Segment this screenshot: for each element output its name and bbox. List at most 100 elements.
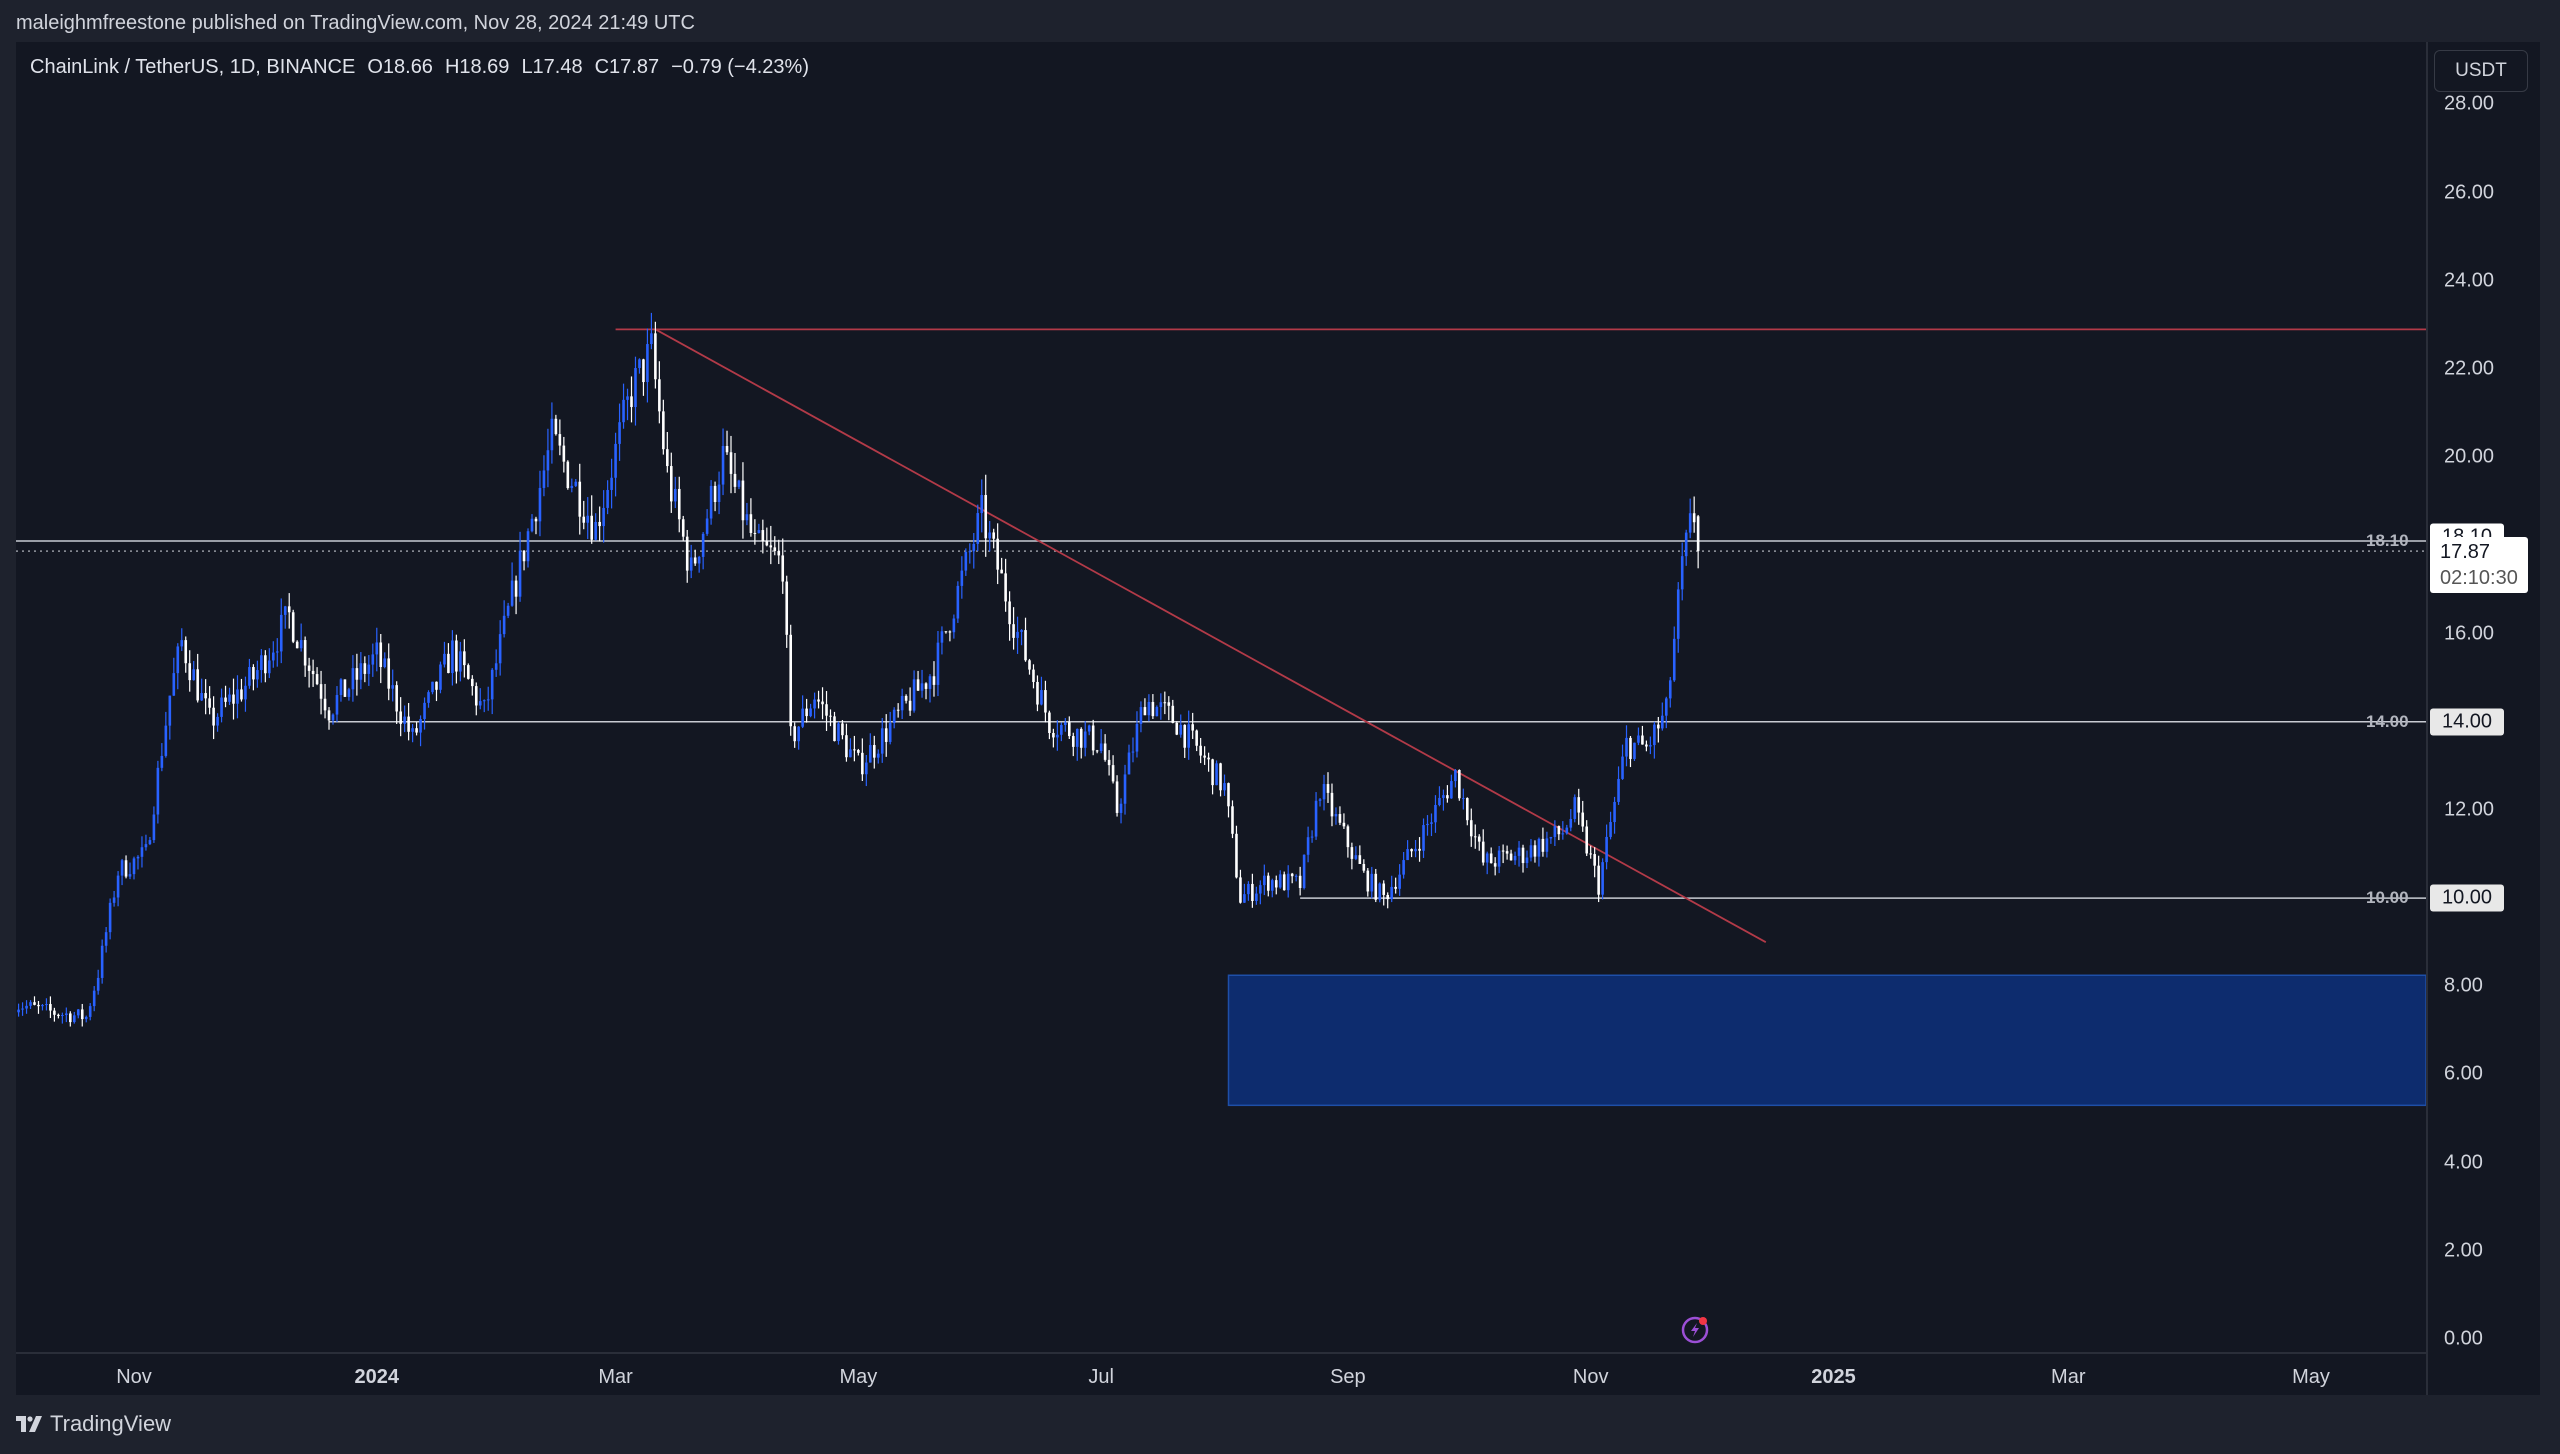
time-axis-label: May (2292, 1366, 2330, 1388)
candle-body (1294, 875, 1298, 877)
candle-body (96, 977, 100, 991)
top-bar: maleighmfreestone published on TradingVi… (0, 0, 2560, 42)
time-axis-label: Nov (1572, 1366, 1609, 1388)
candle-body (1127, 752, 1131, 775)
candle-body (510, 580, 514, 606)
candle-body (49, 1004, 52, 1011)
candle-body (1267, 875, 1270, 891)
candle-body (1573, 797, 1577, 819)
candle-body (912, 679, 916, 711)
time-axis[interactable]: Nov 2024 Mar May Jul Sep Nov 2025 Mar May (16, 1352, 2426, 1397)
candle-body (586, 515, 590, 523)
candle-body (900, 695, 904, 711)
candle-body (614, 443, 617, 478)
candle-body (1629, 737, 1632, 759)
candle-body (534, 518, 538, 522)
candle-body (502, 615, 506, 635)
candle-body (104, 932, 108, 946)
candle-body (1203, 755, 1206, 758)
candle-body (204, 693, 207, 699)
candle-body (1557, 826, 1561, 835)
candle-body (1012, 624, 1015, 638)
chart-pane[interactable]: ChainLink / TetherUS, 1D, BINANCE O18.66 H… (16, 42, 2426, 1352)
candle-body (431, 681, 434, 693)
candle-body (1155, 707, 1159, 717)
candle-body (1346, 826, 1350, 848)
candle-body (650, 333, 653, 345)
candle-body (1330, 792, 1334, 817)
candle-body (1358, 855, 1362, 865)
time-axis-label: Mar (598, 1366, 633, 1388)
candle-body (861, 752, 864, 775)
candle-body (1497, 850, 1501, 867)
candle-body (100, 945, 104, 978)
candle-body (152, 814, 156, 841)
candle-body (244, 685, 247, 700)
price-axis-label: 6.00 (2444, 1062, 2483, 1085)
candle-body (821, 701, 824, 705)
candle-body (522, 550, 526, 562)
descending-trendline (654, 328, 1767, 943)
candle-body (1418, 848, 1421, 851)
candle-body (865, 762, 868, 775)
candle-body (478, 701, 482, 706)
candle-body (869, 745, 872, 763)
candle-body (984, 495, 988, 539)
candle-body (1207, 757, 1210, 760)
ohlc-close: C17.87 (594, 56, 660, 78)
candle-body (1334, 814, 1338, 817)
candle-body (1087, 725, 1091, 732)
candle-body (681, 519, 685, 537)
lightning-alert-icon[interactable] (1680, 1314, 1710, 1344)
candle-body (1302, 854, 1306, 888)
candle-body (1282, 874, 1286, 891)
candle-body (291, 612, 295, 642)
candle-body (1278, 874, 1282, 888)
candle-body (272, 652, 275, 661)
candle-body (1485, 853, 1489, 863)
candle-body (459, 651, 462, 672)
candle-body (474, 686, 478, 706)
tradingview-logo[interactable]: TradingView (16, 1411, 171, 1437)
currency-selector[interactable]: USDT (2434, 50, 2528, 92)
candle-body (1350, 847, 1354, 859)
candle-body (53, 1010, 56, 1015)
candle-body (1469, 820, 1473, 837)
candle-body (184, 640, 188, 664)
price-tag-14: 14.00 (2430, 708, 2505, 736)
candle-body (1561, 833, 1565, 835)
candle-body (447, 653, 450, 674)
candle-body (1115, 781, 1119, 813)
candle-body (805, 708, 808, 717)
symbol-title[interactable]: ChainLink / TetherUS, 1D, BINANCE (30, 56, 356, 78)
candle-body (1199, 745, 1202, 756)
candle-body (1513, 855, 1517, 861)
candle-body (252, 667, 255, 680)
candle-body (1489, 853, 1493, 864)
candle-body (1406, 849, 1409, 861)
candle-body (260, 655, 263, 671)
candle-body (1553, 826, 1557, 837)
candle-body (1394, 886, 1397, 889)
candle-body (1235, 833, 1238, 878)
candle-body (1274, 880, 1278, 888)
candle-body (443, 653, 446, 665)
candle-body (128, 874, 132, 877)
candle-body (1290, 873, 1294, 877)
candle-body (1617, 778, 1620, 802)
candle-body (73, 1015, 76, 1023)
candle-body (1466, 798, 1469, 821)
candlestick-plot[interactable] (16, 42, 2426, 1352)
candle-body (455, 640, 458, 672)
candle-body (1354, 855, 1358, 859)
candle-body (757, 530, 761, 534)
candle-body (144, 844, 148, 848)
candle-body (467, 665, 470, 679)
candle-body (570, 485, 574, 489)
candle-body (518, 550, 522, 597)
candle-body (25, 1005, 28, 1009)
candle-body (1473, 836, 1477, 838)
candle-body (1024, 630, 1027, 661)
candle-body (785, 581, 789, 635)
candle-body (407, 716, 410, 732)
